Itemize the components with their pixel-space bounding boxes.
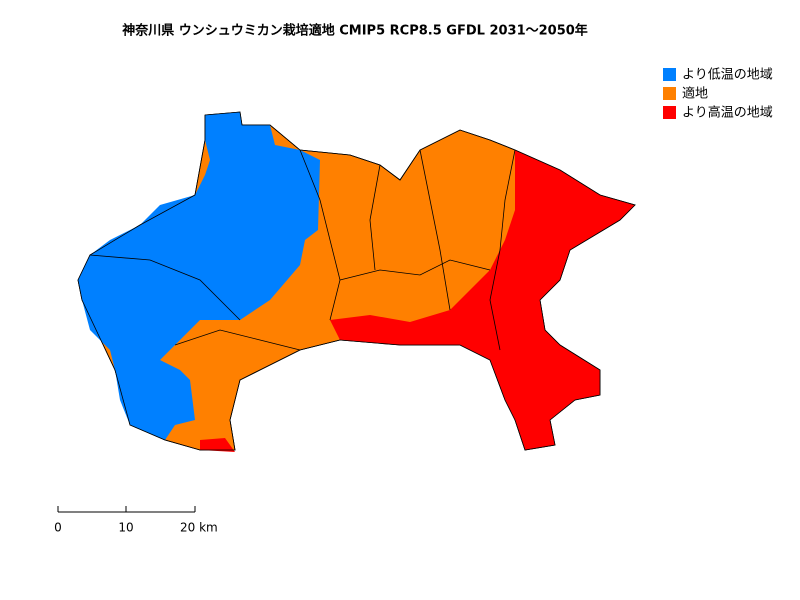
scale-label: 10 bbox=[118, 521, 133, 535]
scale-bar bbox=[57, 506, 196, 513]
cooler-region bbox=[78, 112, 320, 440]
legend-label: 適地 bbox=[682, 86, 708, 102]
legend-swatch bbox=[663, 106, 676, 119]
legend-swatch bbox=[663, 87, 676, 100]
warmer-region bbox=[330, 150, 635, 450]
boundaries bbox=[77, 111, 636, 451]
warmer-region bbox=[200, 438, 235, 452]
map-title: 神奈川県 ウンシュウミカン栽培適地 CMIP5 RCP8.5 GFDL 2031… bbox=[122, 23, 588, 39]
legend-label: より低温の地域 bbox=[682, 68, 773, 83]
scale-label: 0 bbox=[54, 521, 62, 535]
map bbox=[77, 111, 636, 452]
legend-label: より高温の地域 bbox=[682, 105, 773, 121]
legend-swatch bbox=[663, 68, 676, 81]
scale-label: 20 km bbox=[180, 521, 218, 535]
